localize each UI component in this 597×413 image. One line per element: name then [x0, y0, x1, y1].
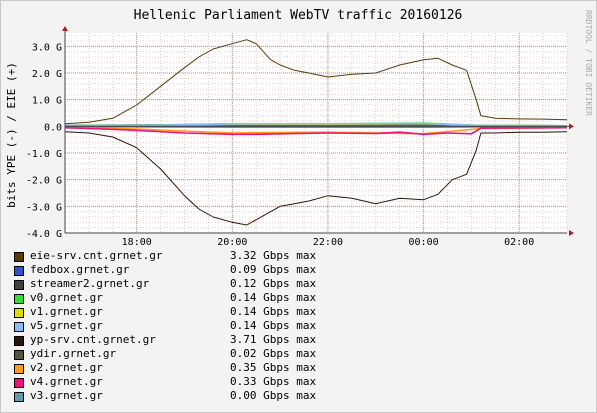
- legend-swatch: [14, 252, 24, 262]
- series-line-yp-srv: [64, 131, 568, 226]
- y-axis-label: bits YPE (-) / EIE (+): [5, 62, 18, 208]
- legend-max-value: 0.14 Gbps max: [230, 291, 317, 304]
- legend-item: ydir.grnet.gr 0.02 Gbps max: [14, 347, 574, 361]
- legend-max-value: 0.02 Gbps max: [230, 347, 317, 360]
- legend-series-name: fedbox.grnet.gr: [30, 263, 130, 276]
- legend-swatch: [14, 266, 24, 276]
- legend-item: streamer2.grnet.gr 0.12 Gbps max: [14, 277, 574, 291]
- y-axis-arrow: [62, 26, 68, 31]
- x-tick-label: 00:00: [409, 237, 439, 248]
- legend-series-name: v4.grnet.gr: [30, 375, 103, 388]
- legend-item: v3.grnet.gr 0.00 Gbps max: [14, 389, 574, 403]
- chart-title: Hellenic Parliament WebTV traffic 201601…: [134, 8, 463, 23]
- x-tick-label: 02:00: [504, 237, 534, 248]
- legend-max-value: 0.09 Gbps max: [230, 263, 317, 276]
- x-tick-label: 22:00: [313, 237, 343, 248]
- legend-swatch: [14, 322, 24, 332]
- legend-swatch: [14, 280, 24, 290]
- legend-item: eie-srv.cnt.grnet.gr 3.32 Gbps max: [14, 249, 574, 263]
- y-tick-label: 1.0 G: [32, 96, 62, 107]
- legend-max-value: 0.35 Gbps max: [230, 361, 317, 374]
- legend-max-value: 3.32 Gbps max: [230, 249, 317, 262]
- tick-labels: 3.0 G 2.0 G 1.0 G 0.0 -1.0 G -2.0 G -3.0 G -4.0…: [26, 42, 534, 248]
- rrdtool-watermark: RRDTOOL / TOBI OETIKER: [584, 10, 593, 116]
- legend-swatch: [14, 392, 24, 402]
- legend-max-value: 0.14 Gbps max: [230, 319, 317, 332]
- x-tick-label: 18:00: [122, 237, 152, 248]
- y-tick-label: -3.0 G: [26, 202, 62, 213]
- legend-item: yp-srv.cnt.grnet.gr 3.71 Gbps max: [14, 333, 574, 347]
- y-tick-label: -1.0 G: [26, 149, 62, 160]
- series-line-eie-srv: [64, 39, 568, 125]
- x-tick-label: 20:00: [217, 237, 247, 248]
- series-line-v4: [64, 126, 568, 136]
- legend-series-name: v1.grnet.gr: [30, 305, 103, 318]
- x-axis-arrow: [569, 123, 574, 130]
- y-tick-label: 3.0 G: [32, 42, 62, 53]
- y-tick-label: 0.0: [44, 122, 62, 133]
- legend: eie-srv.cnt.grnet.gr 3.32 Gbps max fedbox.…: [14, 249, 574, 403]
- legend-item: v2.grnet.gr 0.35 Gbps max: [14, 361, 574, 375]
- legend-series-name: v5.grnet.gr: [30, 319, 103, 332]
- legend-swatch: [14, 364, 24, 374]
- y-tick-label: -4.0 G: [26, 229, 62, 240]
- legend-series-name: v0.grnet.gr: [30, 291, 103, 304]
- legend-swatch: [14, 294, 24, 304]
- legend-series-name: ydir.grnet.gr: [30, 347, 117, 360]
- legend-max-value: 0.14 Gbps max: [230, 305, 317, 318]
- legend-item: v1.grnet.gr 0.14 Gbps max: [14, 305, 574, 319]
- legend-max-value: 0.33 Gbps max: [230, 375, 317, 388]
- legend-item: fedbox.grnet.gr 0.09 Gbps max: [14, 263, 574, 277]
- legend-max-value: 3.71 Gbps max: [230, 333, 317, 346]
- legend-swatch: [14, 350, 24, 360]
- x-axis-bottom-arrow: [569, 230, 574, 236]
- legend-series-name: streamer2.grnet.gr: [30, 277, 150, 290]
- legend-series-name: eie-srv.cnt.grnet.gr: [30, 249, 163, 262]
- legend-swatch: [14, 378, 24, 388]
- y-tick-label: -2.0 G: [26, 176, 62, 187]
- legend-series-name: v2.grnet.gr: [30, 361, 103, 374]
- legend-swatch: [14, 308, 24, 318]
- legend-max-value: 0.00 Gbps max: [230, 389, 317, 402]
- legend-swatch: [14, 336, 24, 346]
- legend-item: v5.grnet.gr 0.14 Gbps max: [14, 319, 574, 333]
- legend-series-name: v3.grnet.gr: [30, 389, 103, 402]
- legend-item: v4.grnet.gr 0.33 Gbps max: [14, 375, 574, 389]
- legend-max-value: 0.12 Gbps max: [230, 277, 317, 290]
- axes: [62, 26, 574, 236]
- legend-item: v0.grnet.gr 0.14 Gbps max: [14, 291, 574, 305]
- legend-series-name: yp-srv.cnt.grnet.gr: [30, 333, 156, 346]
- y-tick-label: 2.0 G: [32, 69, 62, 80]
